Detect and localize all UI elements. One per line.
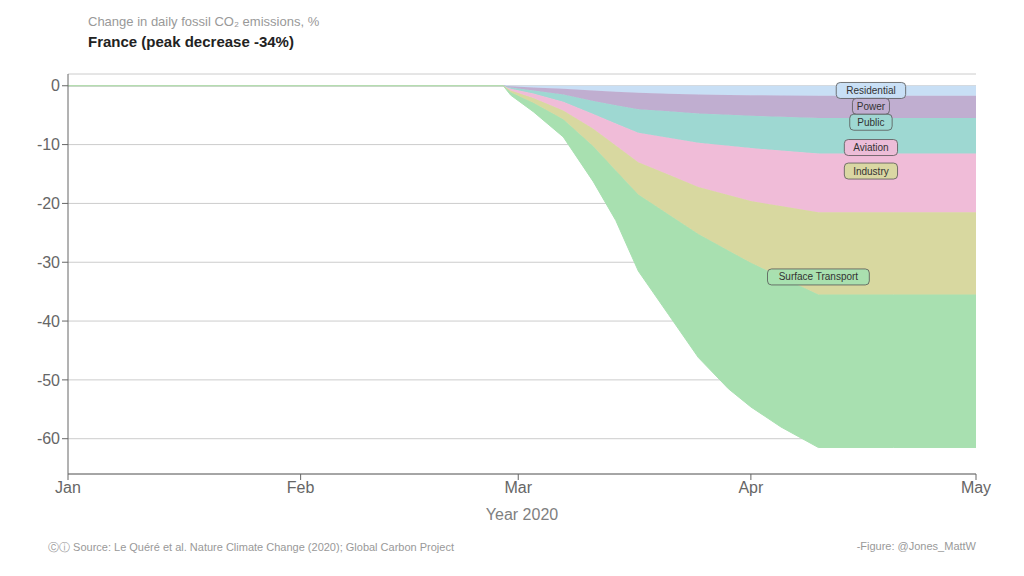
svg-text:Mar: Mar <box>504 479 532 496</box>
svg-text:May: May <box>961 479 991 496</box>
html-text:Change in daily fossil CO₂ emi: Change in daily fossil CO₂ emissions, % <box>88 14 320 29</box>
svg-text:-50: -50 <box>37 372 60 389</box>
svg-text:Residential: Residential <box>846 85 895 96</box>
svg-text:-60: -60 <box>37 430 60 447</box>
svg-text:-40: -40 <box>37 313 60 330</box>
svg-text:Aviation: Aviation <box>853 142 888 153</box>
svg-text:Power: Power <box>857 101 886 112</box>
svg-text:Feb: Feb <box>287 479 315 496</box>
html-text:-Figure: @Jones_MattW: -Figure: @Jones_MattW <box>856 540 976 552</box>
svg-text:-20: -20 <box>37 195 60 212</box>
svg-text:Surface Transport: Surface Transport <box>779 271 859 282</box>
svg-text:Public: Public <box>857 117 884 128</box>
html-text:Ⓒⓘ Source: Le Quéré et al. Nat: Ⓒⓘ Source: Le Quéré et al. Nature Climat… <box>48 541 454 553</box>
html-text:France (peak decrease -34%): France (peak decrease -34%) <box>88 33 294 50</box>
svg-text:Jan: Jan <box>55 479 81 496</box>
svg-text:-30: -30 <box>37 254 60 271</box>
svg-text:Industry: Industry <box>853 166 889 177</box>
svg-text:0: 0 <box>51 77 60 94</box>
svg-text:-10: -10 <box>37 136 60 153</box>
svg-text:Year 2020: Year 2020 <box>486 506 558 523</box>
svg-text:Apr: Apr <box>738 479 764 496</box>
